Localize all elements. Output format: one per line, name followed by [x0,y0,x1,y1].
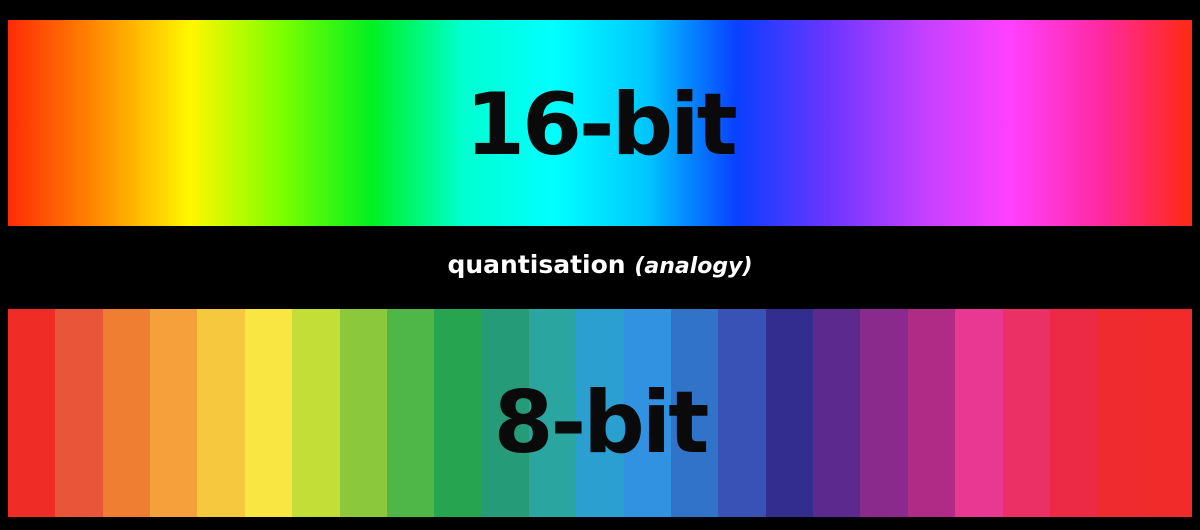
color-band [907,309,956,517]
color-band [718,309,766,517]
color-band [339,309,387,517]
banded-gradient-panel [8,309,1192,517]
color-band [386,309,435,517]
color-band [623,309,672,517]
color-band [55,309,103,517]
color-band [576,309,624,517]
color-band [955,309,1003,517]
color-band [671,309,719,517]
color-band [860,309,908,517]
color-band [197,309,245,517]
color-band [1049,309,1098,517]
color-band [813,309,861,517]
color-band [8,309,56,517]
caption-main: quantisation [447,250,626,279]
color-band [765,309,814,517]
color-band [102,309,151,517]
quantisation-caption: quantisation (analogy) [0,252,1200,278]
smooth-gradient-panel [8,20,1192,226]
color-band [434,309,482,517]
caption-note: (analogy) [634,254,753,279]
color-band [481,309,529,517]
color-band [1144,309,1192,517]
color-band [528,309,577,517]
continuous-color-gradient [8,20,1192,226]
color-band [292,309,340,517]
color-band [1002,309,1050,517]
color-band [150,309,198,517]
color-band [244,309,293,517]
color-band [1097,309,1145,517]
